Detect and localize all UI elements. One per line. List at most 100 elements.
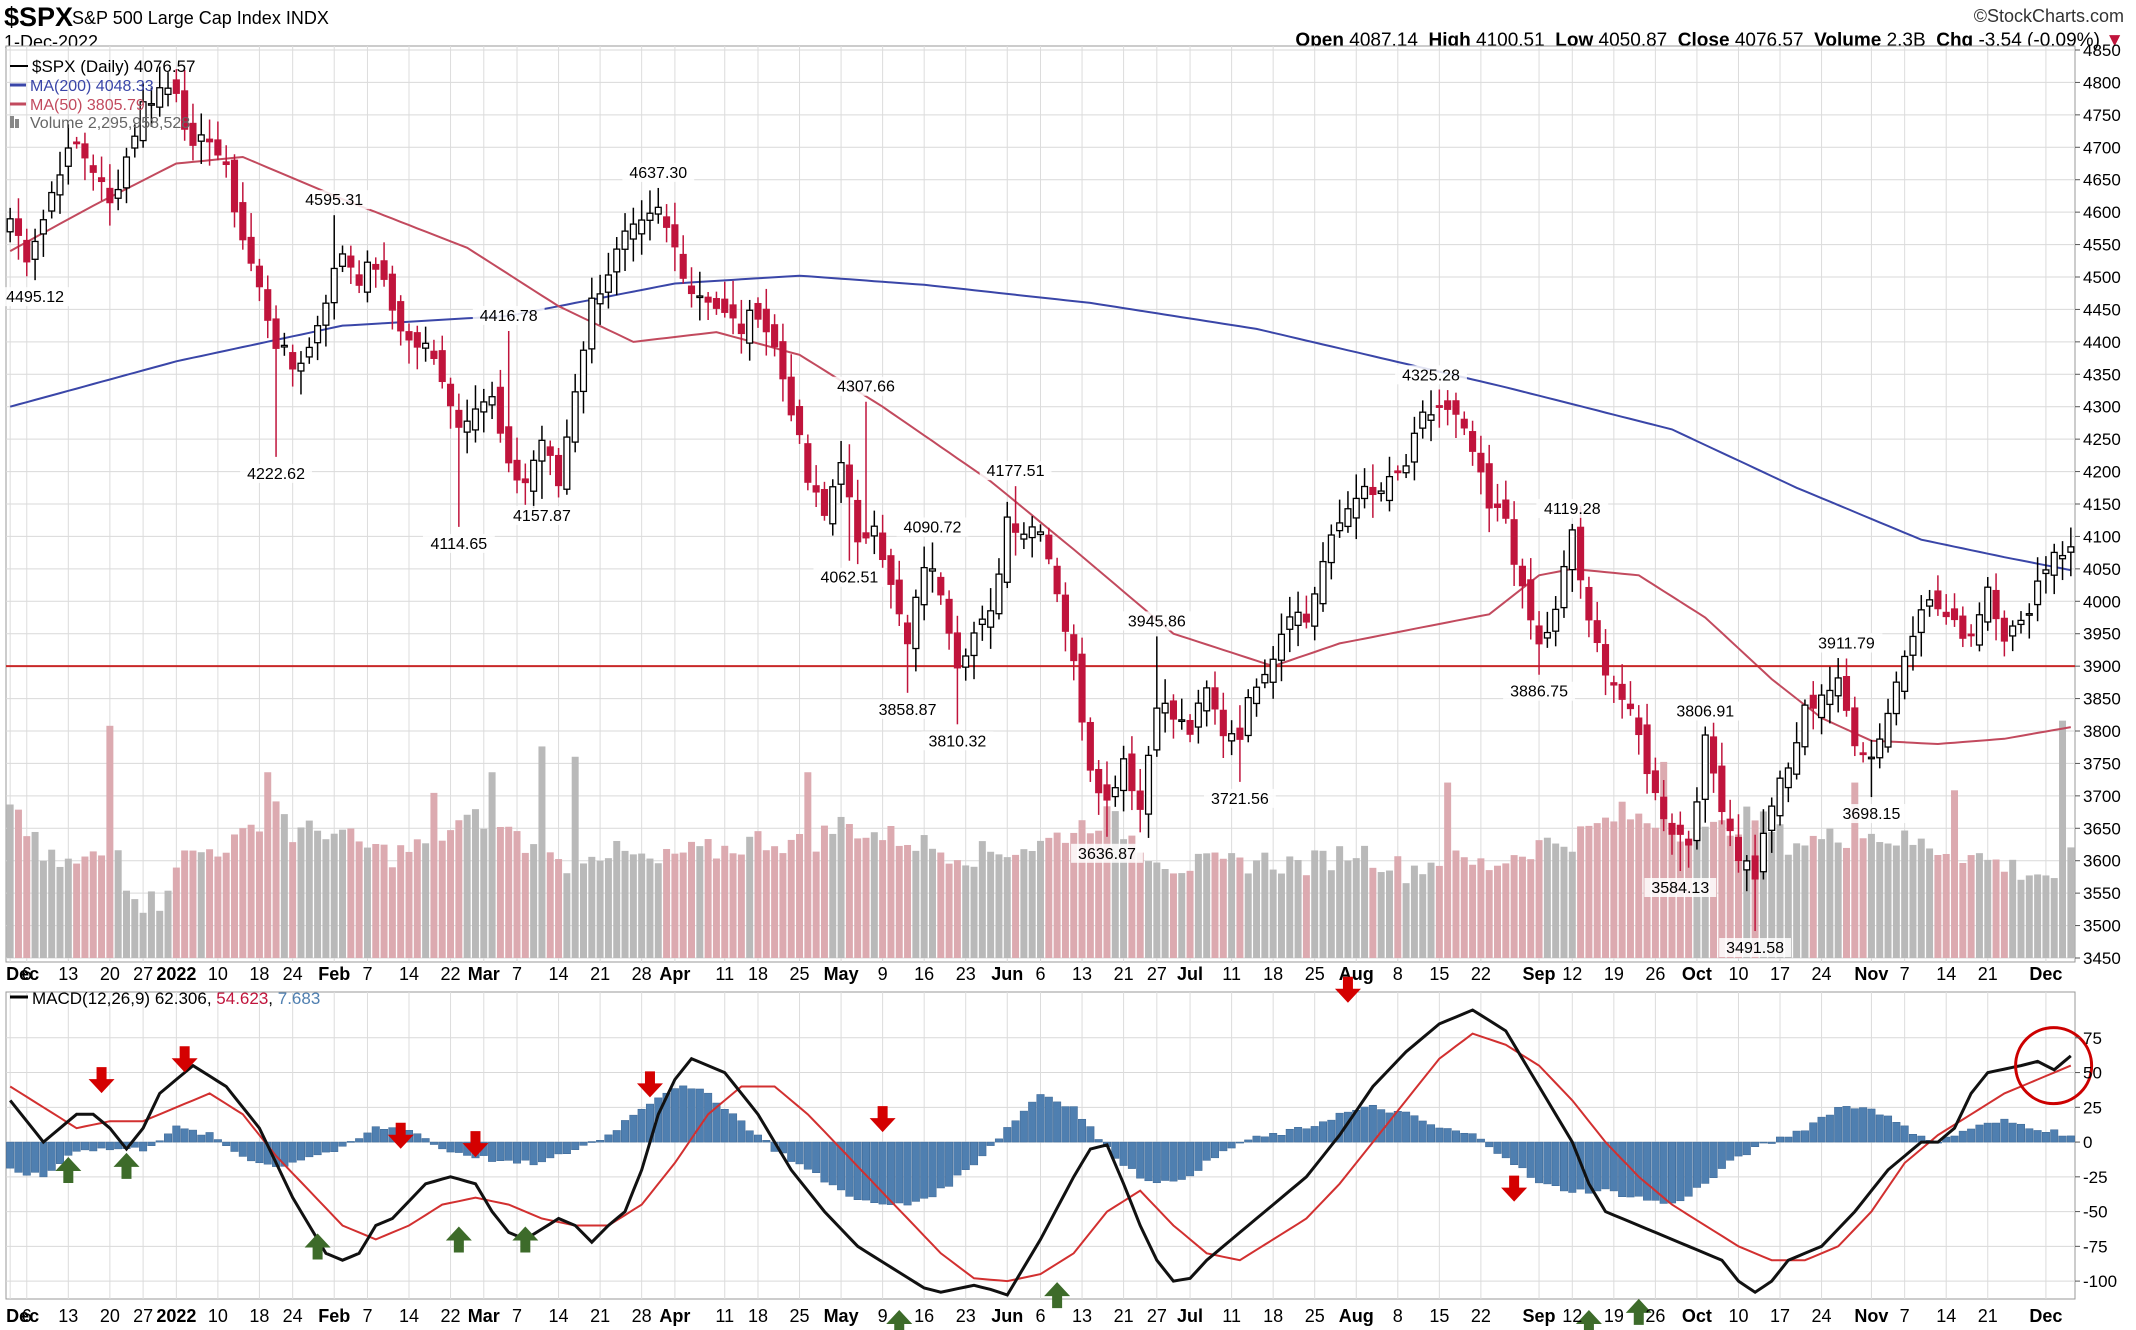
volume-bar	[928, 848, 936, 958]
volume-bar	[879, 840, 887, 958]
volume-bar	[264, 772, 272, 958]
price-tick-label: 3650	[2083, 819, 2121, 838]
candle	[579, 341, 588, 414]
candle-body	[654, 206, 662, 215]
histogram-bar	[1501, 1141, 1510, 1159]
histogram-bar	[1559, 1141, 1568, 1192]
histogram-bar	[953, 1141, 962, 1176]
candle-body	[928, 568, 937, 572]
x-tick-label: 28	[632, 1306, 652, 1326]
histogram-bar	[1493, 1141, 1502, 1154]
volume-bar	[413, 839, 421, 958]
histogram-bar	[1717, 1141, 1726, 1169]
candle	[1120, 745, 1128, 812]
volume-bar	[521, 852, 529, 958]
volume-bar	[688, 841, 696, 958]
volume-bar	[1402, 883, 1410, 958]
volume-bar	[804, 772, 812, 958]
candle-body	[1842, 676, 1851, 711]
candle	[1784, 762, 1792, 803]
price-annotation: 3810.32	[928, 733, 986, 750]
histogram-bar	[1443, 1128, 1452, 1143]
candle-body	[895, 579, 903, 615]
x-tick-label: 13	[1072, 1306, 1092, 1326]
macd-axis: -100 -75 -50 -25 0 25 50 75	[2075, 1029, 2117, 1291]
candle-body	[31, 240, 39, 260]
histogram-bar	[222, 1141, 231, 1146]
volume-bar	[1261, 852, 1269, 958]
candle-body	[2025, 613, 2033, 616]
brand-watermark[interactable]: ©StockCharts.com	[1973, 6, 2124, 26]
candle-body	[1095, 768, 1103, 794]
volume-bar	[1535, 840, 1543, 958]
histogram-bar	[604, 1134, 613, 1143]
histogram-bar	[488, 1141, 497, 1162]
volume-bar	[147, 891, 155, 958]
volume-bar	[297, 827, 305, 958]
volume-bar	[837, 816, 845, 958]
x-tick-label: 20	[100, 964, 120, 984]
candle	[305, 337, 313, 364]
price-annotation: 4222.62	[247, 466, 305, 483]
histogram-bar	[970, 1141, 979, 1166]
histogram-bar	[1975, 1124, 1984, 1143]
candle-body	[114, 188, 122, 199]
x-tick-label: 22	[1471, 1306, 1491, 1326]
volume-bar	[754, 831, 762, 958]
candle-body	[1194, 702, 1202, 728]
candle	[1410, 416, 1418, 481]
histogram-bar	[172, 1125, 181, 1143]
histogram-bar	[238, 1141, 247, 1157]
volume-bar	[555, 859, 563, 958]
candle-body	[1818, 694, 1826, 719]
candle	[555, 447, 563, 498]
candle-body	[646, 212, 654, 221]
histogram-bar	[31, 1141, 40, 1173]
candle	[1801, 699, 1809, 756]
histogram-bar	[537, 1141, 546, 1163]
candle-body	[1252, 686, 1261, 705]
volume-bar	[621, 850, 629, 958]
volume-bar	[1618, 801, 1626, 958]
volume-bar	[231, 834, 238, 958]
price-tick-label: 4400	[2083, 333, 2121, 352]
x-tick-label: 9	[878, 964, 888, 984]
candle	[1759, 809, 1767, 880]
histogram-bar	[1285, 1128, 1294, 1143]
price-annotation: 3911.79	[1818, 635, 1875, 652]
candle-body	[854, 499, 862, 543]
volume-bar	[870, 832, 878, 958]
volume-bar	[1485, 870, 1493, 958]
candle-body	[1169, 700, 1178, 720]
candle	[1469, 420, 1477, 466]
candle	[937, 572, 945, 605]
volume-bar	[1552, 843, 1560, 958]
annotation-bg	[1835, 804, 1908, 824]
candle-body	[1626, 703, 1635, 710]
candle	[1967, 624, 1975, 647]
candle	[147, 87, 155, 127]
candle-body	[355, 274, 363, 286]
candle-body	[721, 298, 729, 313]
x-tick-label: 14	[399, 1306, 419, 1326]
candle-body	[388, 273, 396, 311]
volume-bar	[1527, 859, 1535, 958]
volume-bar	[1577, 826, 1585, 958]
candle	[746, 299, 754, 361]
candle	[330, 215, 338, 320]
histogram-bar	[346, 1141, 355, 1143]
candle-body	[214, 139, 222, 156]
candle-body	[1793, 742, 1801, 775]
candle-body	[1028, 526, 1036, 539]
candle-body	[380, 260, 388, 280]
histogram-bar	[355, 1138, 364, 1143]
candle	[1294, 591, 1302, 647]
price-annotation: 4416.78	[480, 308, 538, 325]
x-tick-label: 11	[1222, 1306, 1241, 1326]
histogram-bar	[1834, 1107, 1843, 1143]
histogram-bar	[313, 1141, 322, 1156]
x-tick-label: 25	[790, 964, 810, 984]
macd-tick-label: 50	[2083, 1064, 2102, 1083]
candle-body	[1427, 414, 1435, 421]
candle-body	[1992, 589, 2000, 620]
